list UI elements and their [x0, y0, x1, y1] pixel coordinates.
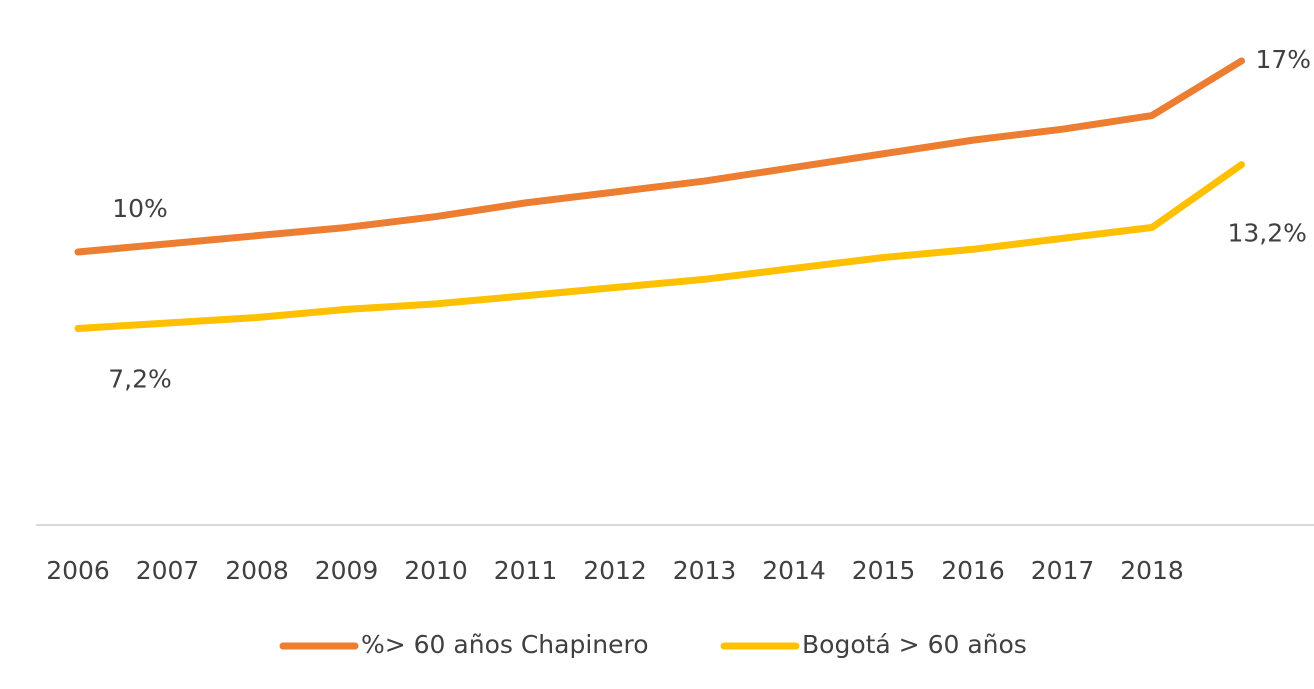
- x-tick-label: 2011: [494, 556, 558, 585]
- x-tick-label: 2008: [225, 556, 289, 585]
- data-label: 10%: [112, 194, 168, 223]
- legend-label: Bogotá > 60 años: [802, 630, 1027, 659]
- x-tick-label: 2016: [941, 556, 1005, 585]
- data-label: 13,2%: [1228, 219, 1307, 248]
- x-tick-label: 2018: [1120, 556, 1184, 585]
- x-tick-label: 2009: [315, 556, 379, 585]
- series-line: [74, 161, 1245, 332]
- x-tick-label: 2012: [583, 556, 647, 585]
- legend-label: %> 60 años Chapinero: [361, 630, 649, 659]
- data-label: 7,2%: [108, 364, 172, 393]
- x-tick-label: 2010: [404, 556, 468, 585]
- x-tick-label: 2017: [1031, 556, 1095, 585]
- x-tick-label: 2006: [46, 556, 110, 585]
- x-tick-label: 2013: [673, 556, 737, 585]
- x-tick-label: 2014: [762, 556, 826, 585]
- x-tick-label: 2007: [136, 556, 200, 585]
- data-label: 17%: [1256, 45, 1312, 74]
- series-line: [74, 57, 1245, 256]
- x-tick-label: 2015: [852, 556, 916, 585]
